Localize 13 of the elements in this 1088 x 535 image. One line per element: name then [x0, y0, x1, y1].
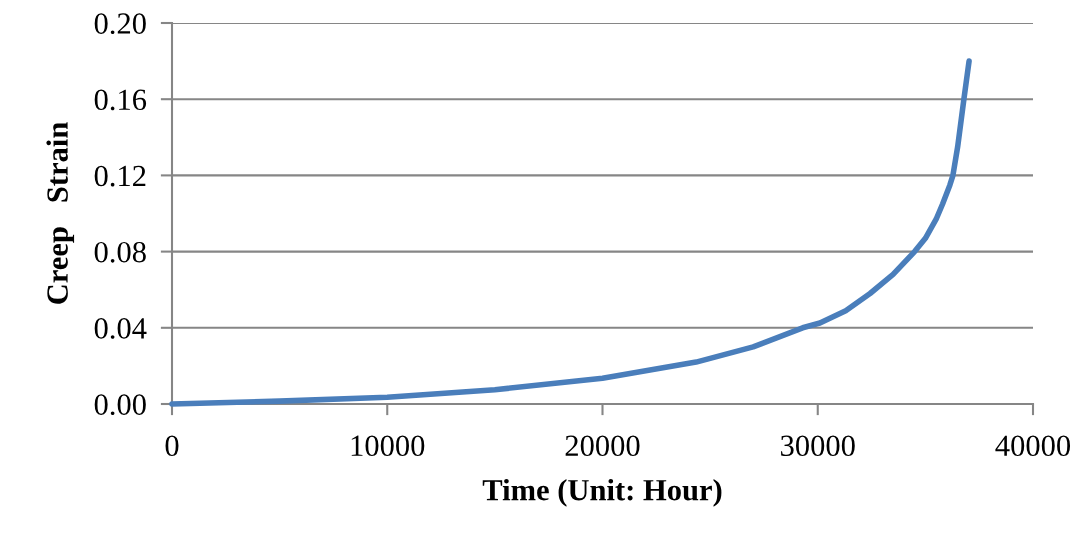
x-axis-title: Time (Unit: Hour) [482, 478, 722, 507]
y-tick-label: 0.00 [94, 394, 146, 416]
x-tick-label: 40000 [995, 435, 1071, 457]
x-tick-label: 30000 [781, 435, 855, 457]
y-tick-label: 0.04 [94, 318, 147, 339]
x-tick-label: 10000 [351, 435, 425, 457]
y-tick-label: 0.20 [94, 13, 146, 35]
x-tick-label: 20000 [565, 435, 640, 457]
y-tick-label: 0.16 [94, 89, 147, 111]
y-axis-title: Creep Strain [46, 122, 75, 304]
x-tick-label: 0 [165, 435, 179, 457]
y-tick-label: 0.12 [94, 165, 146, 187]
y-tick-label: 0.08 [94, 241, 146, 263]
